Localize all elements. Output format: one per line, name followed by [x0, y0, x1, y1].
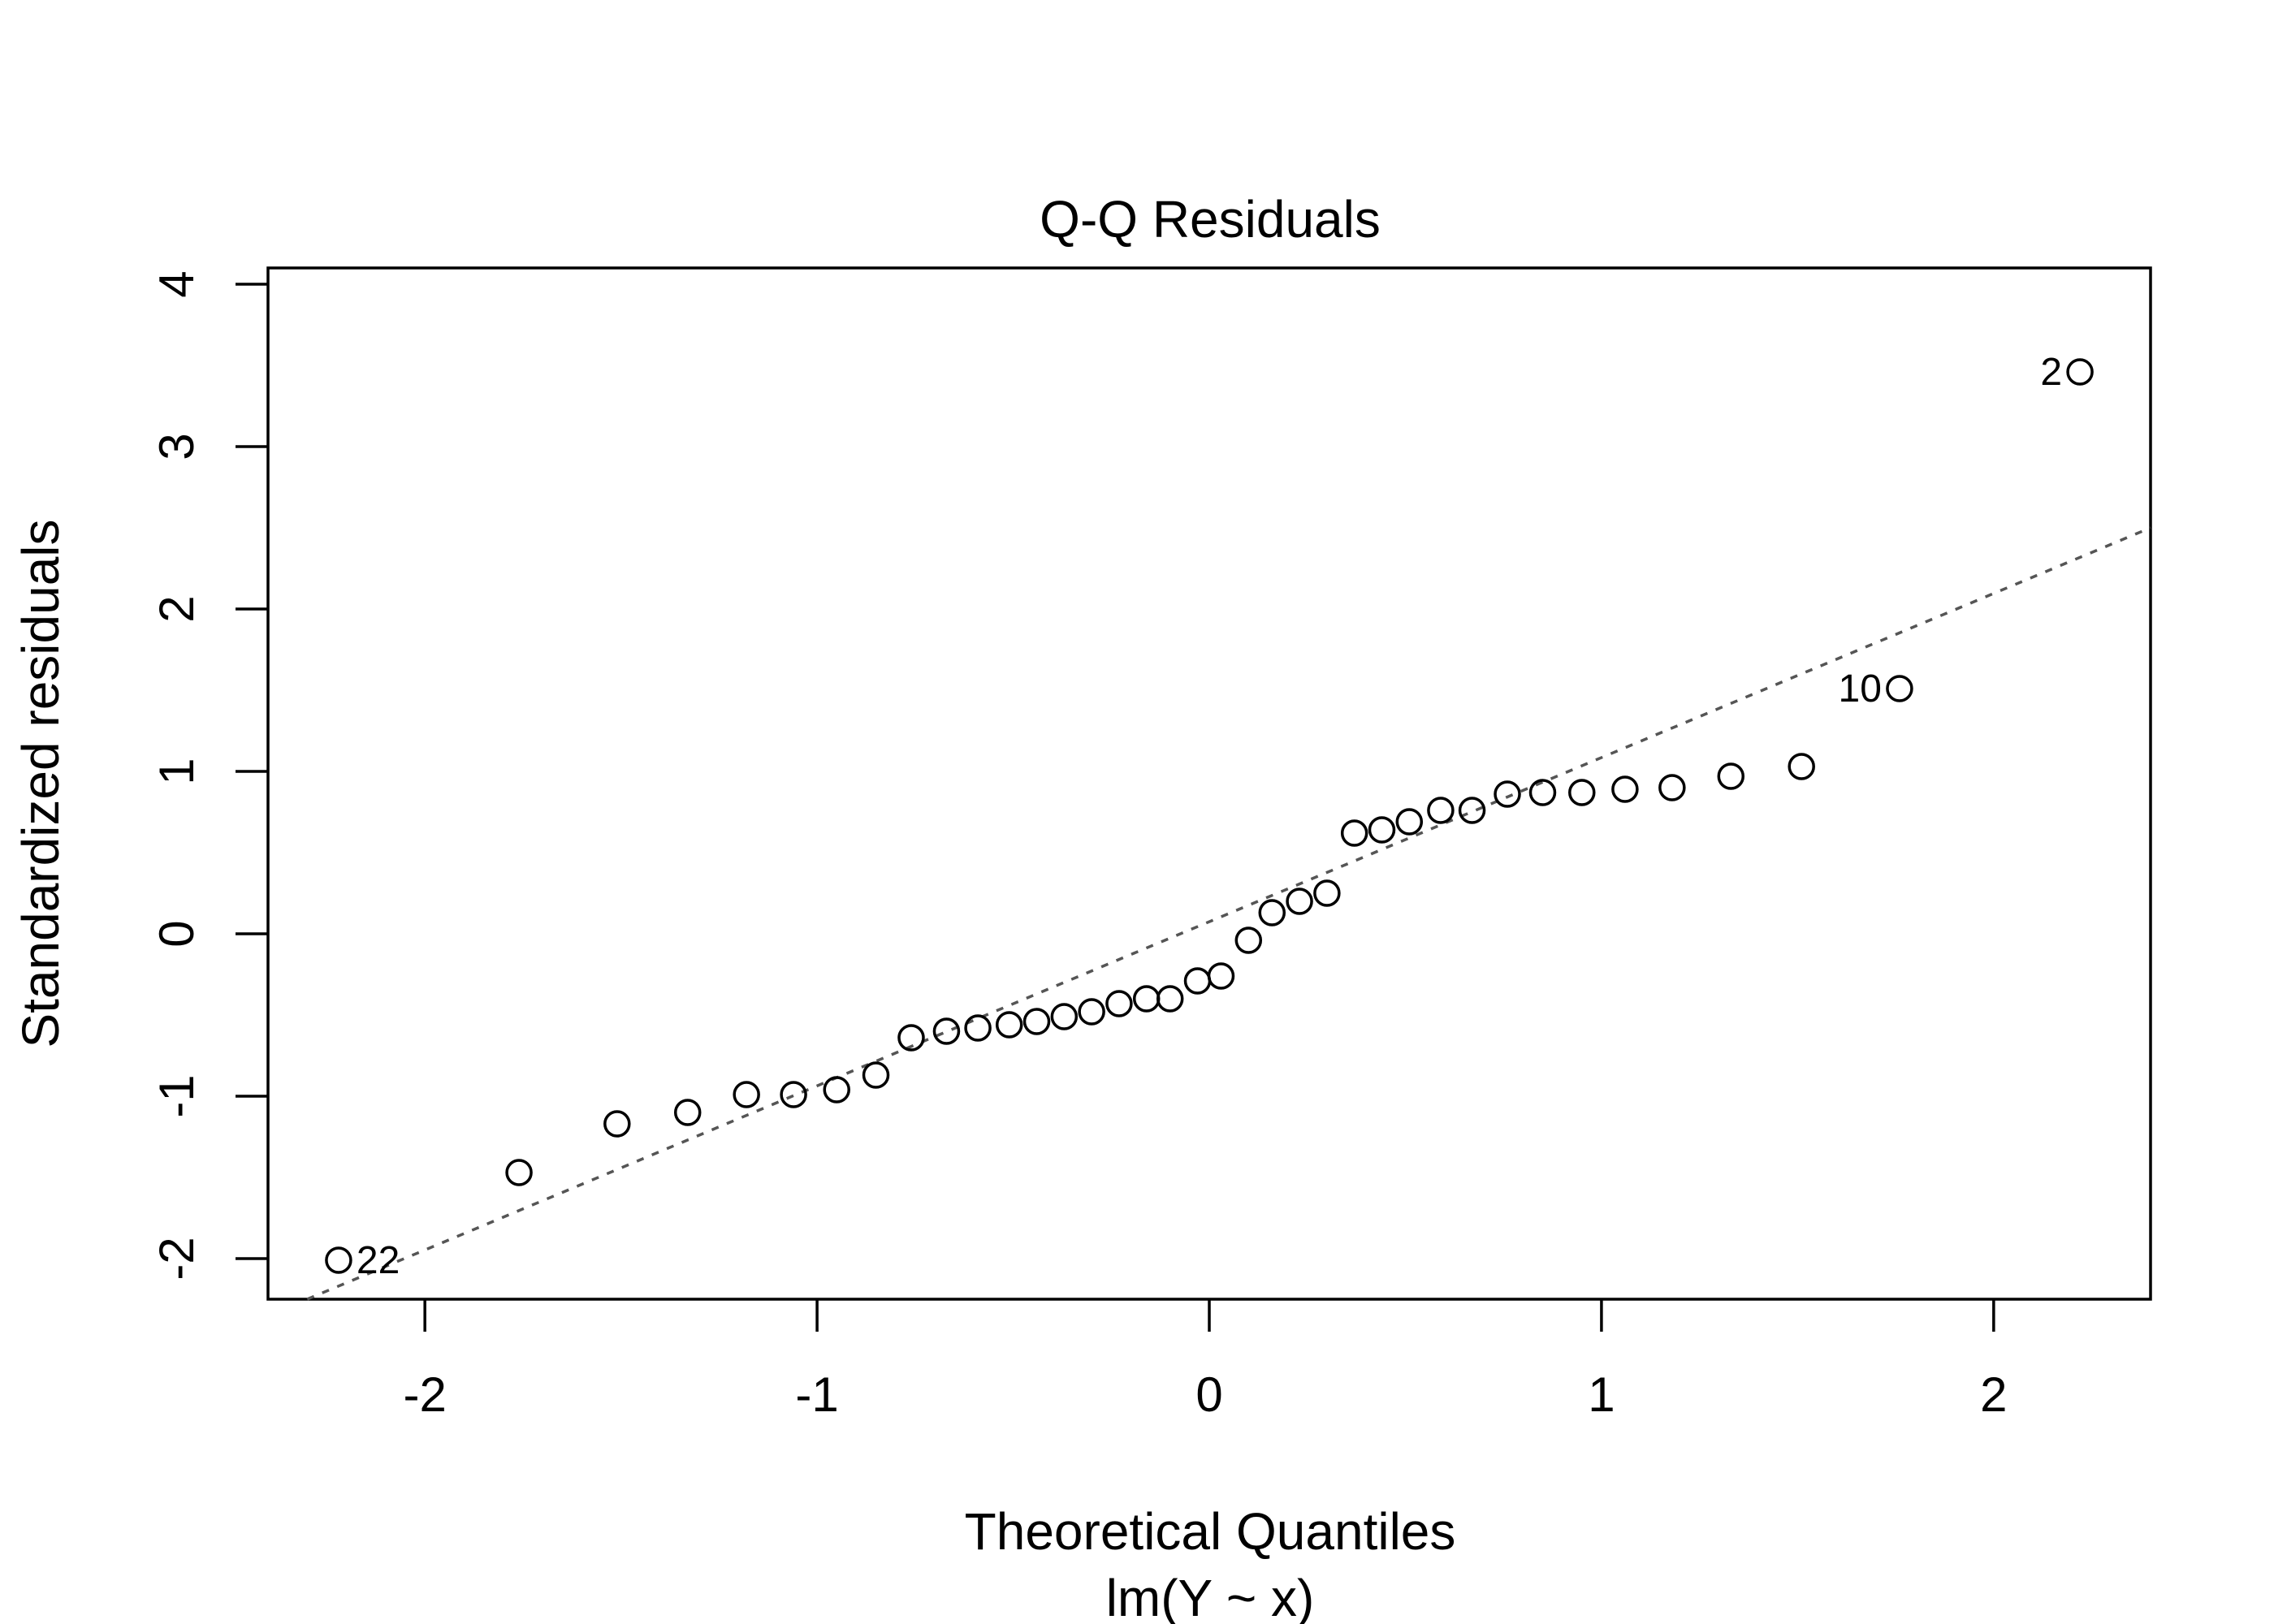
y-tick-label: 0 — [149, 920, 204, 947]
data-point — [1156, 985, 1184, 1013]
data-point — [1427, 797, 1455, 824]
data-point — [673, 1099, 702, 1126]
data-point — [1788, 753, 1815, 780]
data-point — [1395, 808, 1424, 836]
data-point — [1658, 774, 1686, 801]
data-point — [1022, 1008, 1051, 1035]
data-point — [964, 1014, 992, 1042]
data-point — [780, 1081, 807, 1108]
data-point — [1132, 985, 1161, 1013]
point-label: 10 — [1839, 667, 1882, 710]
data-point — [1286, 888, 1313, 915]
data-point — [1458, 797, 1486, 824]
data-point — [932, 1017, 961, 1045]
x-axis-sublabel: lm(Y ~ x) — [1106, 1569, 1315, 1624]
x-axis: -2 -1 0 1 2 — [403, 1299, 2008, 1422]
y-tick-label: -2 — [149, 1237, 204, 1280]
point-label: 22 — [357, 1239, 400, 1282]
data-point — [1313, 879, 1341, 907]
data-point — [1234, 926, 1263, 954]
points-layer: 22 10 2 — [325, 351, 2094, 1282]
data-point — [1717, 762, 1745, 790]
data-point — [1207, 962, 1235, 990]
x-tick-label: -1 — [795, 1367, 838, 1422]
data-point — [1528, 779, 1557, 806]
x-tick-label: 1 — [1588, 1367, 1615, 1422]
data-point — [1611, 775, 1639, 803]
y-tick-label: -1 — [149, 1074, 204, 1117]
point-label: 2 — [2040, 351, 2062, 394]
y-axis: -2 -1 0 1 2 3 4 — [149, 270, 268, 1281]
data-point — [733, 1081, 760, 1108]
data-point — [2066, 358, 2094, 386]
data-point — [1078, 998, 1105, 1026]
y-tick-label: 3 — [149, 433, 204, 460]
data-point — [1494, 780, 1521, 808]
reference-line-layer — [306, 526, 2151, 1301]
data-point — [995, 1011, 1023, 1039]
data-point — [897, 1024, 925, 1052]
data-point — [862, 1061, 890, 1089]
data-point — [1050, 1003, 1079, 1030]
qq-reference-line — [306, 526, 2151, 1301]
y-tick-label: 4 — [149, 270, 204, 297]
y-tick-label: 2 — [149, 595, 204, 622]
data-point — [1340, 819, 1368, 847]
data-point — [1886, 675, 1913, 702]
data-point — [1183, 967, 1212, 995]
x-tick-label: 0 — [1195, 1367, 1222, 1422]
y-axis-label: Standardized residuals — [11, 519, 70, 1047]
data-point — [1568, 779, 1596, 806]
chart-title: Q-Q Residuals — [1040, 190, 1381, 248]
y-tick-label: 1 — [149, 758, 204, 784]
plot-frame — [266, 266, 2152, 1301]
x-axis-label: Theoretical Quantiles — [965, 1502, 1456, 1561]
data-point — [1368, 816, 1396, 844]
data-point — [1258, 899, 1286, 926]
data-point — [325, 1246, 352, 1274]
data-point — [823, 1076, 850, 1104]
data-point — [505, 1159, 533, 1186]
x-tick-label: -2 — [403, 1367, 446, 1422]
data-point — [1105, 990, 1133, 1017]
x-tick-label: 2 — [1980, 1367, 2007, 1422]
data-point — [603, 1110, 631, 1138]
